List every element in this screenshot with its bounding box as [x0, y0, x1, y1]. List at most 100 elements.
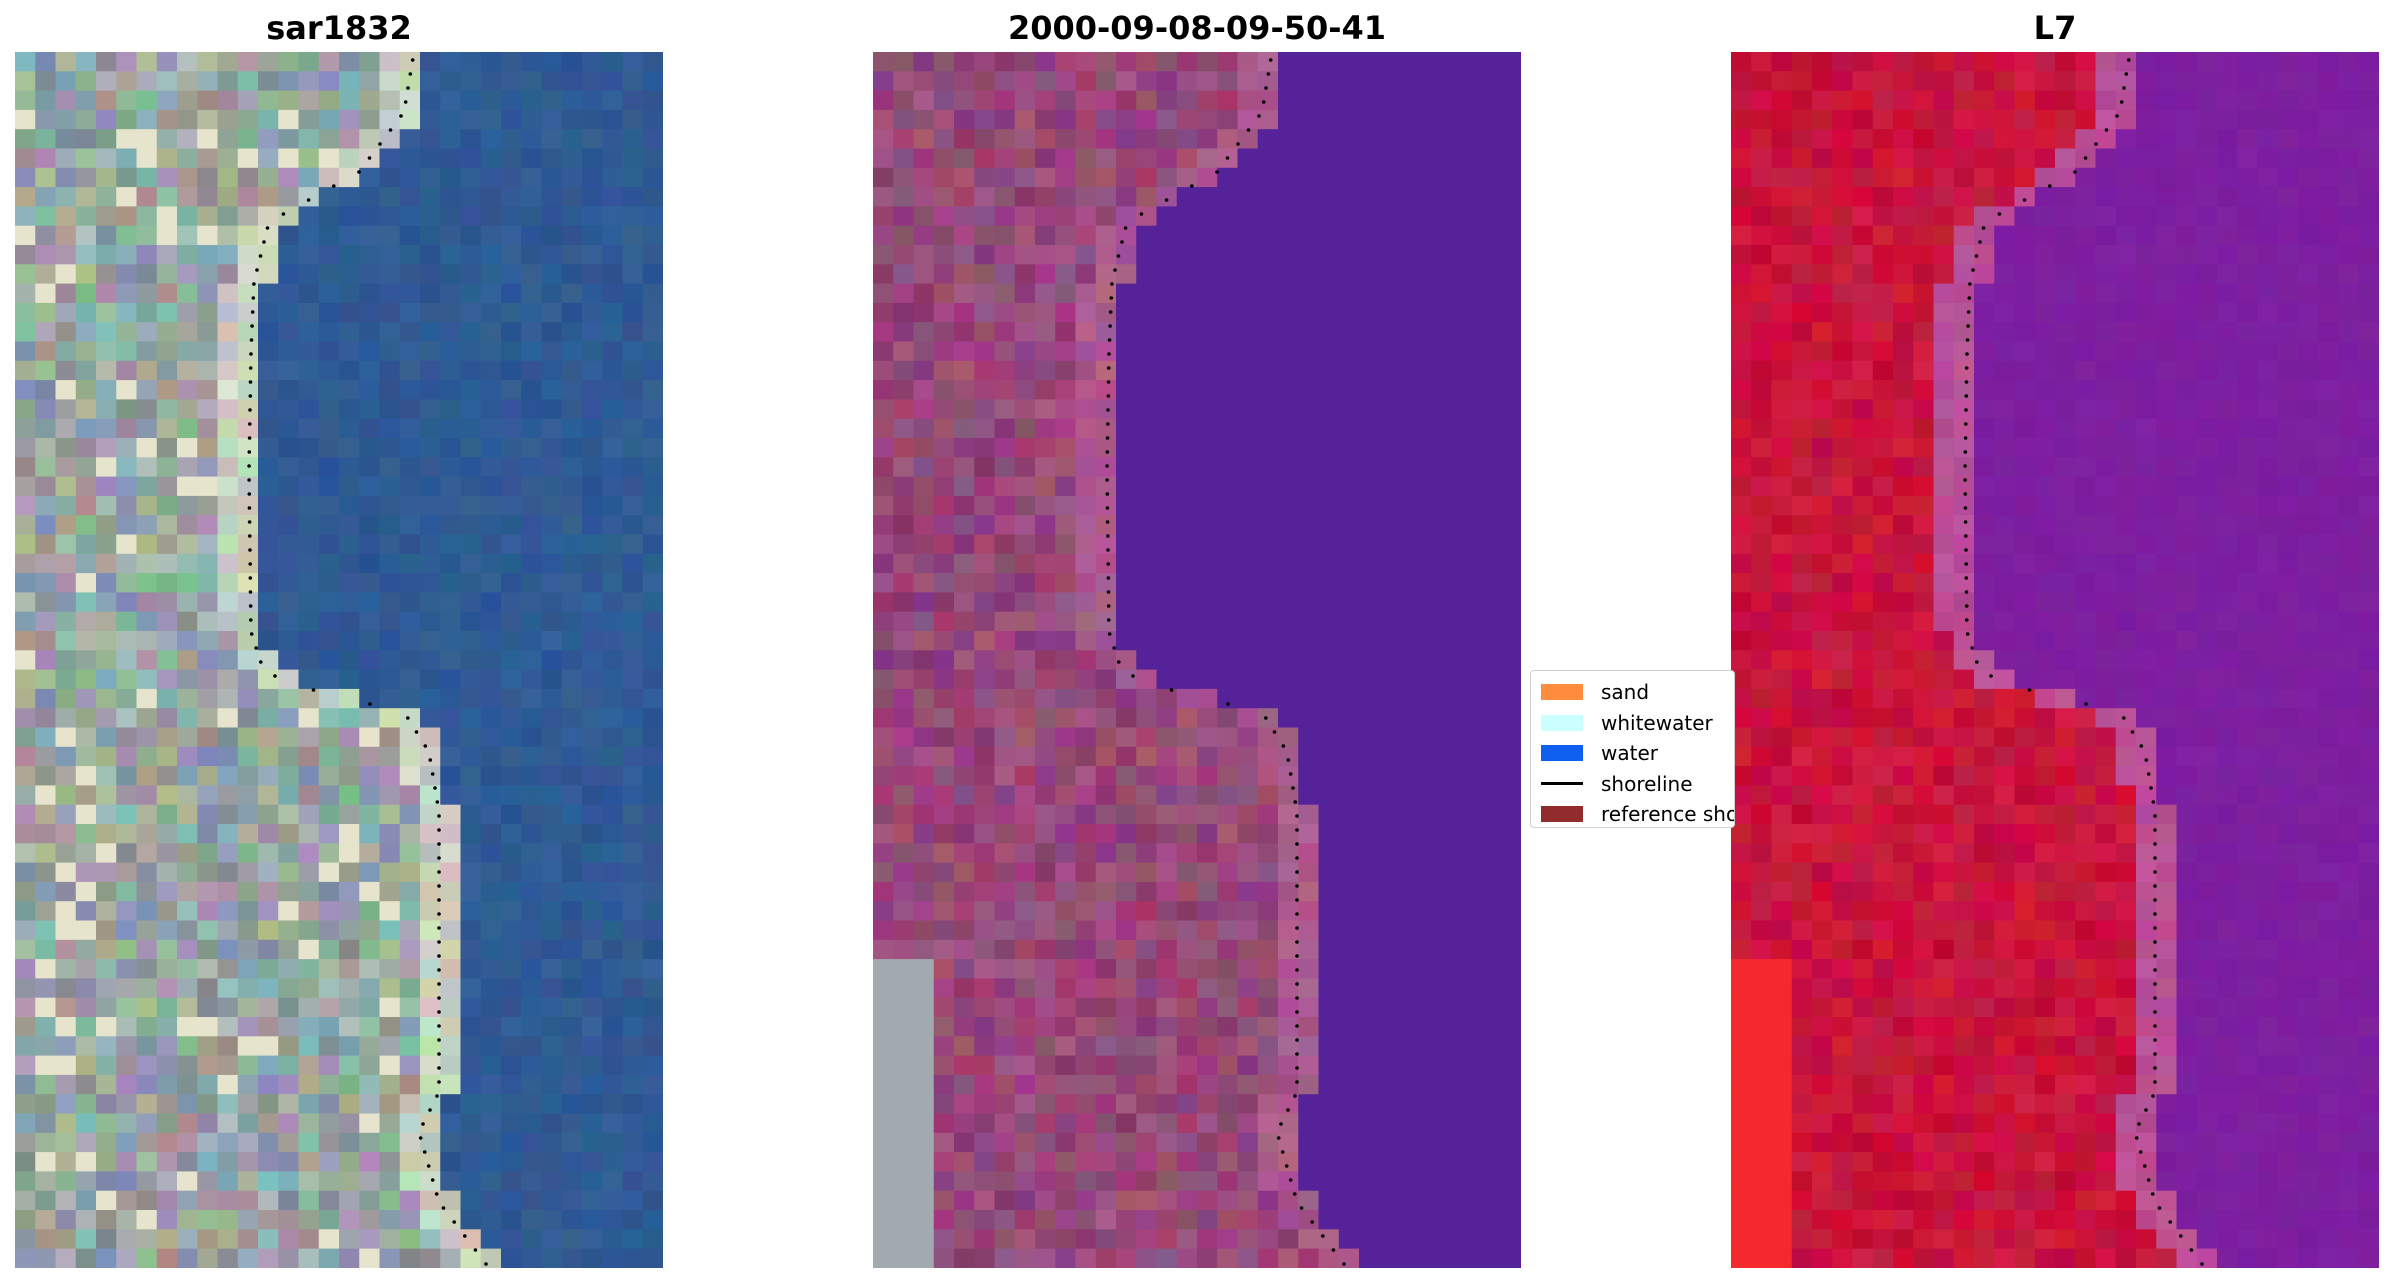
image-pixel: [420, 457, 441, 478]
image-pixel: [1440, 766, 1461, 786]
image-pixel: [318, 283, 340, 304]
image-pixel: [258, 939, 279, 960]
image-pixel: [1237, 360, 1259, 381]
image-pixel: [2095, 457, 2117, 478]
shoreline-dot: [437, 940, 441, 944]
image-pixel: [1379, 187, 1401, 207]
image-pixel: [2176, 187, 2198, 207]
image-pixel: [1217, 167, 1239, 188]
image-pixel: [258, 1248, 279, 1268]
image-pixel: [1197, 187, 1218, 207]
image-pixel: [399, 631, 421, 651]
image-pixel: [994, 148, 1016, 169]
image-pixel: [1278, 959, 1299, 979]
image-pixel: [1257, 1210, 1279, 1230]
image-pixel: [521, 1017, 543, 1037]
image-pixel: [318, 1248, 340, 1268]
image-pixel: [1257, 245, 1279, 265]
image-pixel: [278, 515, 300, 536]
image-pixel: [1419, 631, 1441, 651]
image-pixel: [1974, 109, 1995, 130]
image-pixel: [480, 129, 502, 150]
image-pixel: [1136, 515, 1158, 536]
image-pixel: [1257, 785, 1279, 806]
image-pixel: [1913, 148, 1935, 169]
image-pixel: [136, 52, 158, 72]
image-pixel: [1500, 1171, 1521, 1192]
image-pixel: [1460, 1229, 1482, 1250]
image-pixel: [954, 843, 975, 864]
image-pixel: [913, 438, 935, 458]
image-pixel: [318, 534, 340, 555]
image-pixel: [1379, 206, 1401, 227]
image-pixel: [197, 573, 219, 593]
image-pixel: [541, 225, 563, 246]
image-pixel: [359, 862, 381, 883]
image-pixel: [1399, 766, 1421, 786]
image-pixel: [602, 90, 624, 111]
image-pixel: [913, 592, 935, 613]
image-pixel: [1974, 264, 1995, 285]
image-pixel: [1075, 129, 1097, 150]
image-pixel: [2358, 495, 2379, 516]
image-pixel: [602, 1229, 624, 1250]
image-pixel: [480, 148, 502, 169]
image-pixel: [1014, 1113, 1036, 1134]
image-pixel: [359, 283, 381, 304]
image-pixel: [156, 1210, 178, 1230]
image-pixel: [379, 1248, 401, 1268]
image-pixel: [1055, 245, 1077, 265]
image-pixel: [642, 438, 663, 458]
shoreline-dot: [1246, 128, 1251, 132]
image-pixel: [75, 380, 97, 400]
image-pixel: [1751, 302, 1773, 323]
image-pixel: [521, 380, 543, 400]
image-pixel: [1116, 997, 1137, 1018]
image-pixel: [2338, 206, 2360, 227]
image-pixel: [420, 920, 441, 941]
image-pixel: [1298, 206, 1320, 227]
image-pixel: [1500, 611, 1521, 632]
image-pixel: [2196, 495, 2218, 516]
image-pixel: [994, 727, 1016, 748]
image-pixel: [1338, 322, 1360, 343]
image-pixel: [954, 669, 975, 690]
image-pixel: [893, 1132, 915, 1153]
image-pixel: [1298, 997, 1320, 1018]
image-pixel: [2014, 399, 2036, 420]
image-pixel: [893, 669, 915, 690]
image-pixel: [1257, 1055, 1279, 1076]
image-pixel: [1338, 341, 1360, 362]
image-pixel: [541, 206, 563, 227]
image-pixel: [1136, 71, 1158, 92]
image-pixel: [359, 457, 381, 478]
image-pixel: [1338, 804, 1360, 825]
image-pixel: [258, 978, 279, 999]
image-pixel: [96, 708, 117, 729]
image-pixel: [298, 785, 320, 806]
image-pixel: [933, 1229, 955, 1250]
image-pixel: [2095, 399, 2117, 420]
image-pixel: [994, 206, 1016, 227]
image-pixel: [642, 650, 663, 671]
image-pixel: [460, 515, 482, 536]
image-pixel: [2237, 418, 2259, 439]
image-pixel: [318, 669, 340, 690]
image-pixel: [1440, 476, 1461, 497]
image-pixel: [237, 939, 259, 960]
image-pixel: [1035, 901, 1056, 922]
image-pixel: [2055, 167, 2076, 188]
image-pixel: [1136, 1074, 1158, 1095]
image-pixel: [913, 148, 935, 169]
image-pixel: [1257, 148, 1279, 169]
image-pixel: [994, 399, 1016, 420]
image-pixel: [1440, 959, 1461, 979]
image-pixel: [1095, 573, 1117, 593]
shoreline-dot: [426, 1164, 431, 1168]
image-pixel: [15, 225, 36, 246]
image-pixel: [1217, 109, 1239, 130]
image-pixel: [1014, 52, 1036, 72]
image-pixel: [1055, 476, 1077, 497]
image-pixel: [96, 534, 117, 555]
image-pixel: [974, 1248, 996, 1268]
